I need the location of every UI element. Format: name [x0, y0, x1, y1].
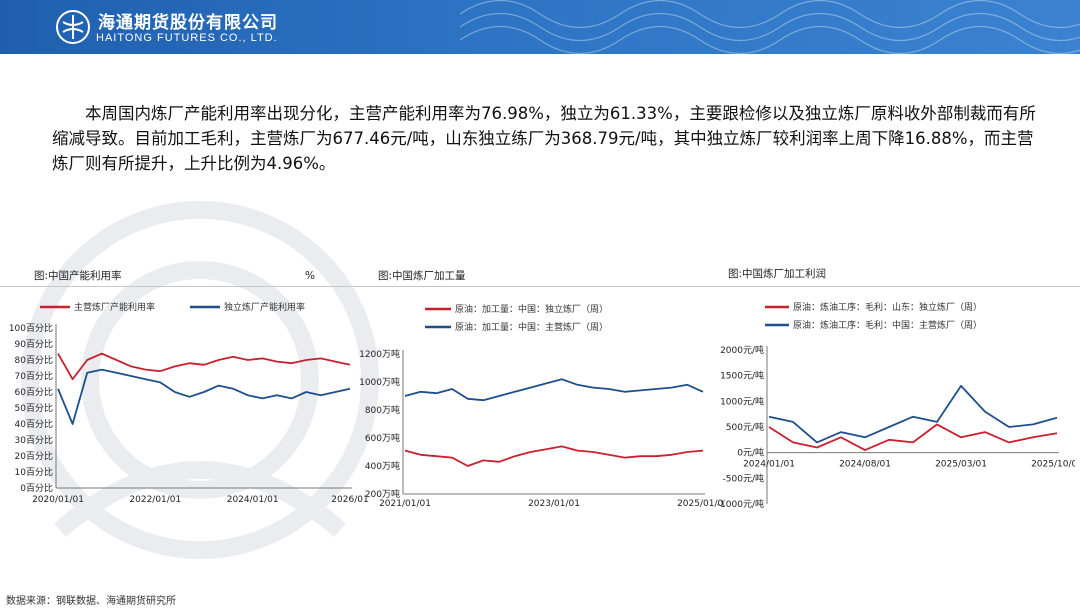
y-tick-label: 60百分比: [15, 386, 53, 398]
legend-label: 独立炼厂产能利用率: [224, 301, 305, 313]
company-name-cn: 海通期货股份有限公司: [98, 13, 278, 33]
x-tick-label: 2021/01/01: [379, 499, 431, 509]
x-tick-label: 2024/08/01: [839, 460, 891, 470]
legend-label: 原油：炼油工序：毛利：中国：主营炼厂（周）: [793, 319, 982, 331]
y-tick-label: 0元/吨: [737, 447, 764, 459]
y-tick-label: 90百分比: [15, 338, 53, 350]
percent-mark: %: [305, 270, 315, 282]
y-tick-label: 1200万吨: [359, 348, 400, 360]
header-pattern: [460, 0, 1080, 54]
chart-divider: [0, 286, 1080, 287]
x-tick-label: 2020/01/01: [32, 495, 84, 505]
x-tick-label: 2024/01/01: [743, 460, 795, 470]
series-line-0: [768, 423, 1058, 452]
y-tick-label: 600万吨: [365, 432, 400, 444]
y-tick-label: 200万吨: [365, 488, 400, 500]
x-tick-label: 2026/01: [331, 495, 368, 505]
y-tick-label: 2000元/吨: [720, 344, 764, 356]
x-tick-label: 2023/01/01: [528, 499, 580, 509]
series-line-1: [404, 378, 704, 402]
y-tick-label: 80百分比: [15, 354, 53, 366]
y-tick-label: 1000万吨: [359, 376, 400, 388]
y-tick-label: 50百分比: [15, 402, 53, 414]
series-line-1: [768, 385, 1058, 444]
x-tick-label: 2024/01/01: [227, 495, 279, 505]
summary-paragraph: 本周国内炼厂产能利用率出现分化，主营产能利用率为76.98%，独立为61.33%…: [52, 104, 1036, 173]
background-swirl: [21, 201, 379, 559]
y-tick-label: 70百分比: [15, 370, 53, 382]
y-tick-label: 10百分比: [15, 466, 53, 478]
header-banner: 海通期货股份有限公司 HAITONG FUTURES CO., LTD.: [0, 0, 1080, 54]
y-tick-label: 30百分比: [15, 434, 53, 446]
y-tick-label: 1500元/吨: [720, 370, 764, 382]
logo-icon: [56, 10, 90, 44]
series-line-0: [404, 445, 704, 467]
y-tick-label: 500元/吨: [726, 421, 764, 433]
legend-label: 原油：加工量：中国：主营炼厂（周）: [455, 321, 608, 333]
data-source: 数据来源：钢联数据、海通期货研究所: [6, 596, 176, 607]
chart3-title: 图:中国炼厂加工利润: [728, 268, 827, 280]
chart-capacity-utilization: 0百分比 10百分比 20百分比 30百分比 40百分比 50百分比 60百分比 70百分比 8…: [9, 301, 369, 505]
y-tick-label: 800万吨: [365, 404, 400, 416]
chart1-title: 图:中国产能利用率: [34, 270, 122, 282]
x-tick-label: 2022/01/01: [129, 495, 181, 505]
x-tick-label: 2025/01/01: [677, 499, 725, 509]
legend-label: 原油：炼油工序：毛利：山东：独立炼厂（周）: [793, 301, 982, 313]
legend-label: 原油：加工量：中国：独立炼厂（周）: [455, 303, 608, 315]
y-tick-label: -500元/吨: [723, 472, 764, 484]
y-tick-label: 20百分比: [15, 450, 53, 462]
chart-throughput: 200万吨 400万吨 600万吨 800万吨 1000万吨 1200万吨 2021/01/…: [359, 303, 725, 509]
legend-label: 主营炼厂产能利用率: [74, 301, 155, 313]
y-tick-label: -1000元/吨: [717, 498, 764, 510]
y-tick-label: 100百分比: [9, 322, 53, 334]
y-tick-label: 40百分比: [15, 418, 53, 430]
x-tick-label: 2025/10/01: [1031, 460, 1075, 470]
chart2-title: 图:中国炼厂加工量: [378, 270, 466, 282]
y-tick-label: 400万吨: [365, 460, 400, 472]
series-line-0: [57, 352, 351, 381]
series-line-1: [57, 368, 351, 425]
x-tick-label: 2025/03/01: [935, 460, 987, 470]
y-tick-label: 0百分比: [20, 482, 53, 494]
company-name-en: HAITONG FUTURES CO., LTD.: [96, 32, 278, 44]
chart-refining-margin: -1000元/吨 -500元/吨 0元/吨 500元/吨 1000元/吨 1500元/吨 2…: [717, 301, 1075, 510]
y-tick-label: 1000元/吨: [720, 395, 764, 407]
